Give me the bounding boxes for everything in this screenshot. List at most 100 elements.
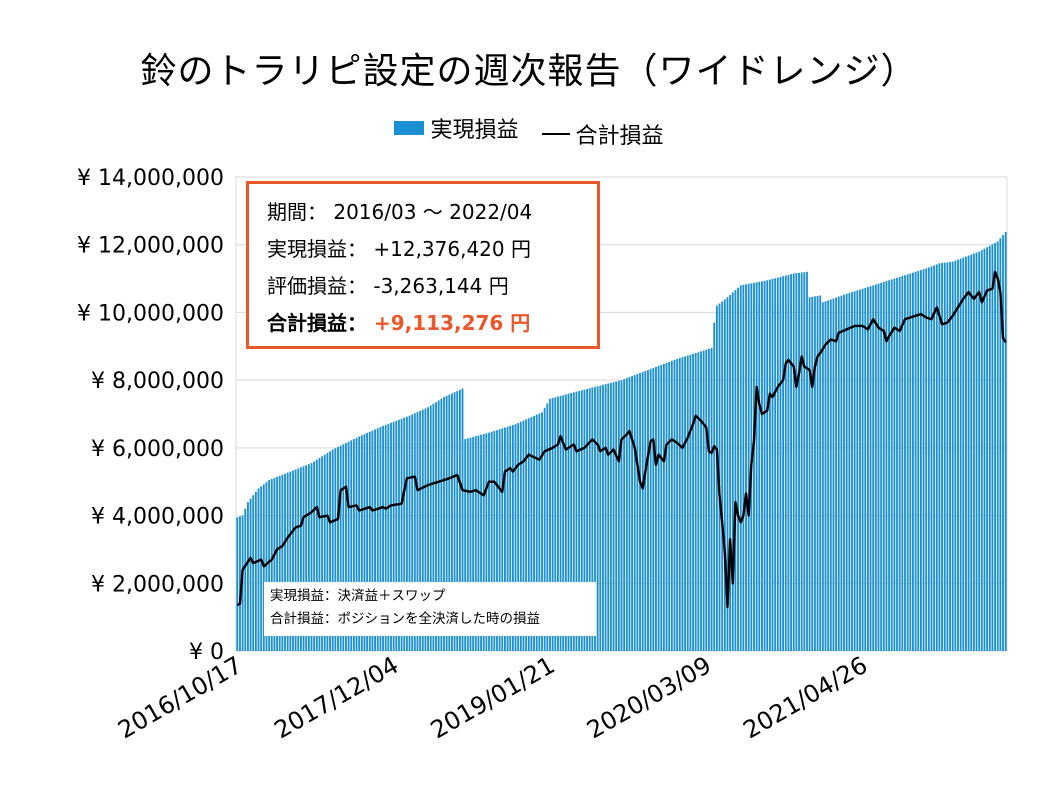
realized-bar (856, 290, 859, 651)
realized-bar (572, 392, 575, 651)
realized-bar (551, 398, 554, 651)
realized-bar (432, 403, 435, 651)
x-tick-label: 2016/10/17 (113, 651, 247, 744)
realized-bar (347, 441, 350, 651)
realized-bar (578, 390, 581, 651)
realized-bar (782, 276, 785, 651)
realized-bar (623, 379, 626, 651)
realized-bar (745, 284, 747, 651)
realized-bar (466, 438, 469, 651)
realized-bar (307, 464, 310, 651)
realized-bar (405, 416, 408, 651)
realized-bar (469, 437, 472, 651)
realized-bar (278, 475, 281, 651)
realized-bar (739, 285, 742, 651)
realized-bar (872, 285, 875, 651)
realized-bar (276, 476, 278, 651)
realized-bar (620, 380, 623, 651)
realized-bar (954, 260, 957, 651)
realized-bar (289, 471, 292, 651)
realized-bar (737, 287, 739, 651)
realized-bar (970, 254, 973, 651)
realized-bar (853, 291, 856, 651)
realized-bar (999, 238, 1002, 651)
legend-item-realized: 実現損益 (394, 112, 519, 144)
realized-bar (906, 274, 909, 651)
realized-bar (893, 278, 896, 651)
realized-bar (437, 400, 440, 651)
realized-bar (575, 391, 578, 651)
realized-value: +12,376,420 円 (373, 237, 531, 261)
realized-bar (898, 276, 901, 651)
realized-bar (660, 364, 663, 651)
realized-bar (694, 353, 697, 651)
realized-bar (721, 301, 724, 651)
y-tick-label: ¥ 2,000,000 (91, 572, 224, 597)
realized-bar (965, 256, 967, 651)
x-tick-label: 2019/01/21 (426, 651, 560, 744)
realized-bar (588, 388, 591, 651)
unrealized-label: 評価損益： (267, 274, 367, 298)
realized-bar (930, 266, 933, 651)
realized-bar (451, 393, 453, 651)
realized-bar (302, 466, 305, 651)
realized-bar (758, 281, 761, 651)
realized-bar (983, 248, 986, 651)
realized-bar (268, 480, 271, 651)
realized-bar (1004, 231, 1007, 651)
realized-bar (496, 430, 498, 651)
realized-bar (819, 295, 822, 651)
realized-bar (421, 409, 424, 651)
realized-bar (427, 407, 430, 651)
realized-bar (914, 271, 917, 651)
realized-bar (602, 384, 604, 651)
realized-bar (411, 414, 414, 651)
realized-bar (824, 301, 827, 651)
realized-bar (594, 386, 596, 651)
realized-bar (342, 444, 345, 651)
realized-bar (315, 459, 318, 651)
y-tick-label: ¥ 6,000,000 (91, 437, 224, 462)
realized-bar (753, 282, 755, 651)
realized-bar (382, 425, 384, 651)
realized-bar (888, 280, 891, 651)
y-tick-label: ¥ 10,000,000 (77, 301, 224, 326)
realized-bar (986, 247, 989, 651)
realized-bar (416, 412, 419, 651)
realized-bar (281, 474, 284, 651)
realized-bar (284, 473, 286, 651)
realized-bar (880, 282, 883, 651)
realized-bar (493, 430, 496, 651)
realized-bar (885, 281, 888, 651)
realized-bar (413, 413, 416, 651)
realized-bar (882, 281, 885, 651)
realized-bar (474, 436, 477, 651)
realized-bar (692, 353, 694, 651)
realized-bar (917, 270, 920, 651)
realized-bar (755, 282, 758, 651)
realized-bar (456, 391, 459, 651)
realized-bar (670, 360, 673, 651)
realized-bar (535, 414, 538, 651)
realized-bar (639, 373, 641, 651)
realized-bar (501, 428, 504, 651)
realized-bar (919, 270, 922, 651)
realized-bar (941, 263, 944, 651)
realized-bar (896, 277, 898, 651)
realized-bar (366, 432, 369, 651)
realized-bar (927, 267, 930, 651)
realized-bar (236, 517, 239, 651)
realized-bar (504, 427, 506, 651)
realized-bar (925, 268, 928, 651)
y-tick-label: ¥ 8,000,000 (91, 369, 224, 394)
y-tick-label: ¥ 12,000,000 (77, 234, 224, 259)
realized-bar (816, 295, 819, 651)
realized-bar (959, 258, 962, 651)
x-tick-label: 2021/04/26 (738, 651, 872, 744)
realized-bar (652, 367, 655, 651)
realized-bar (689, 354, 692, 651)
realized-bar (832, 298, 835, 651)
realized-bar (668, 361, 671, 651)
realized-bar (649, 368, 652, 651)
realized-bar (943, 262, 946, 651)
